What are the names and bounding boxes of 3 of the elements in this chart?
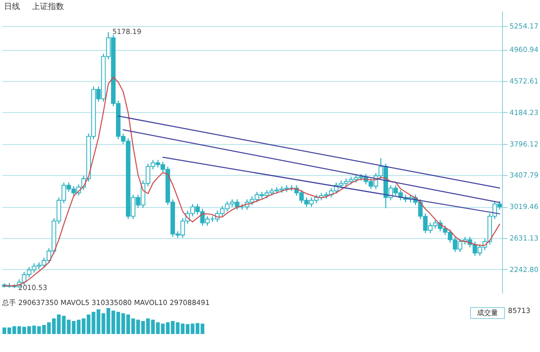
line-series: [4, 76, 500, 286]
text: 日线: [4, 1, 20, 12]
chart-title: 上证指数: [32, 1, 64, 12]
